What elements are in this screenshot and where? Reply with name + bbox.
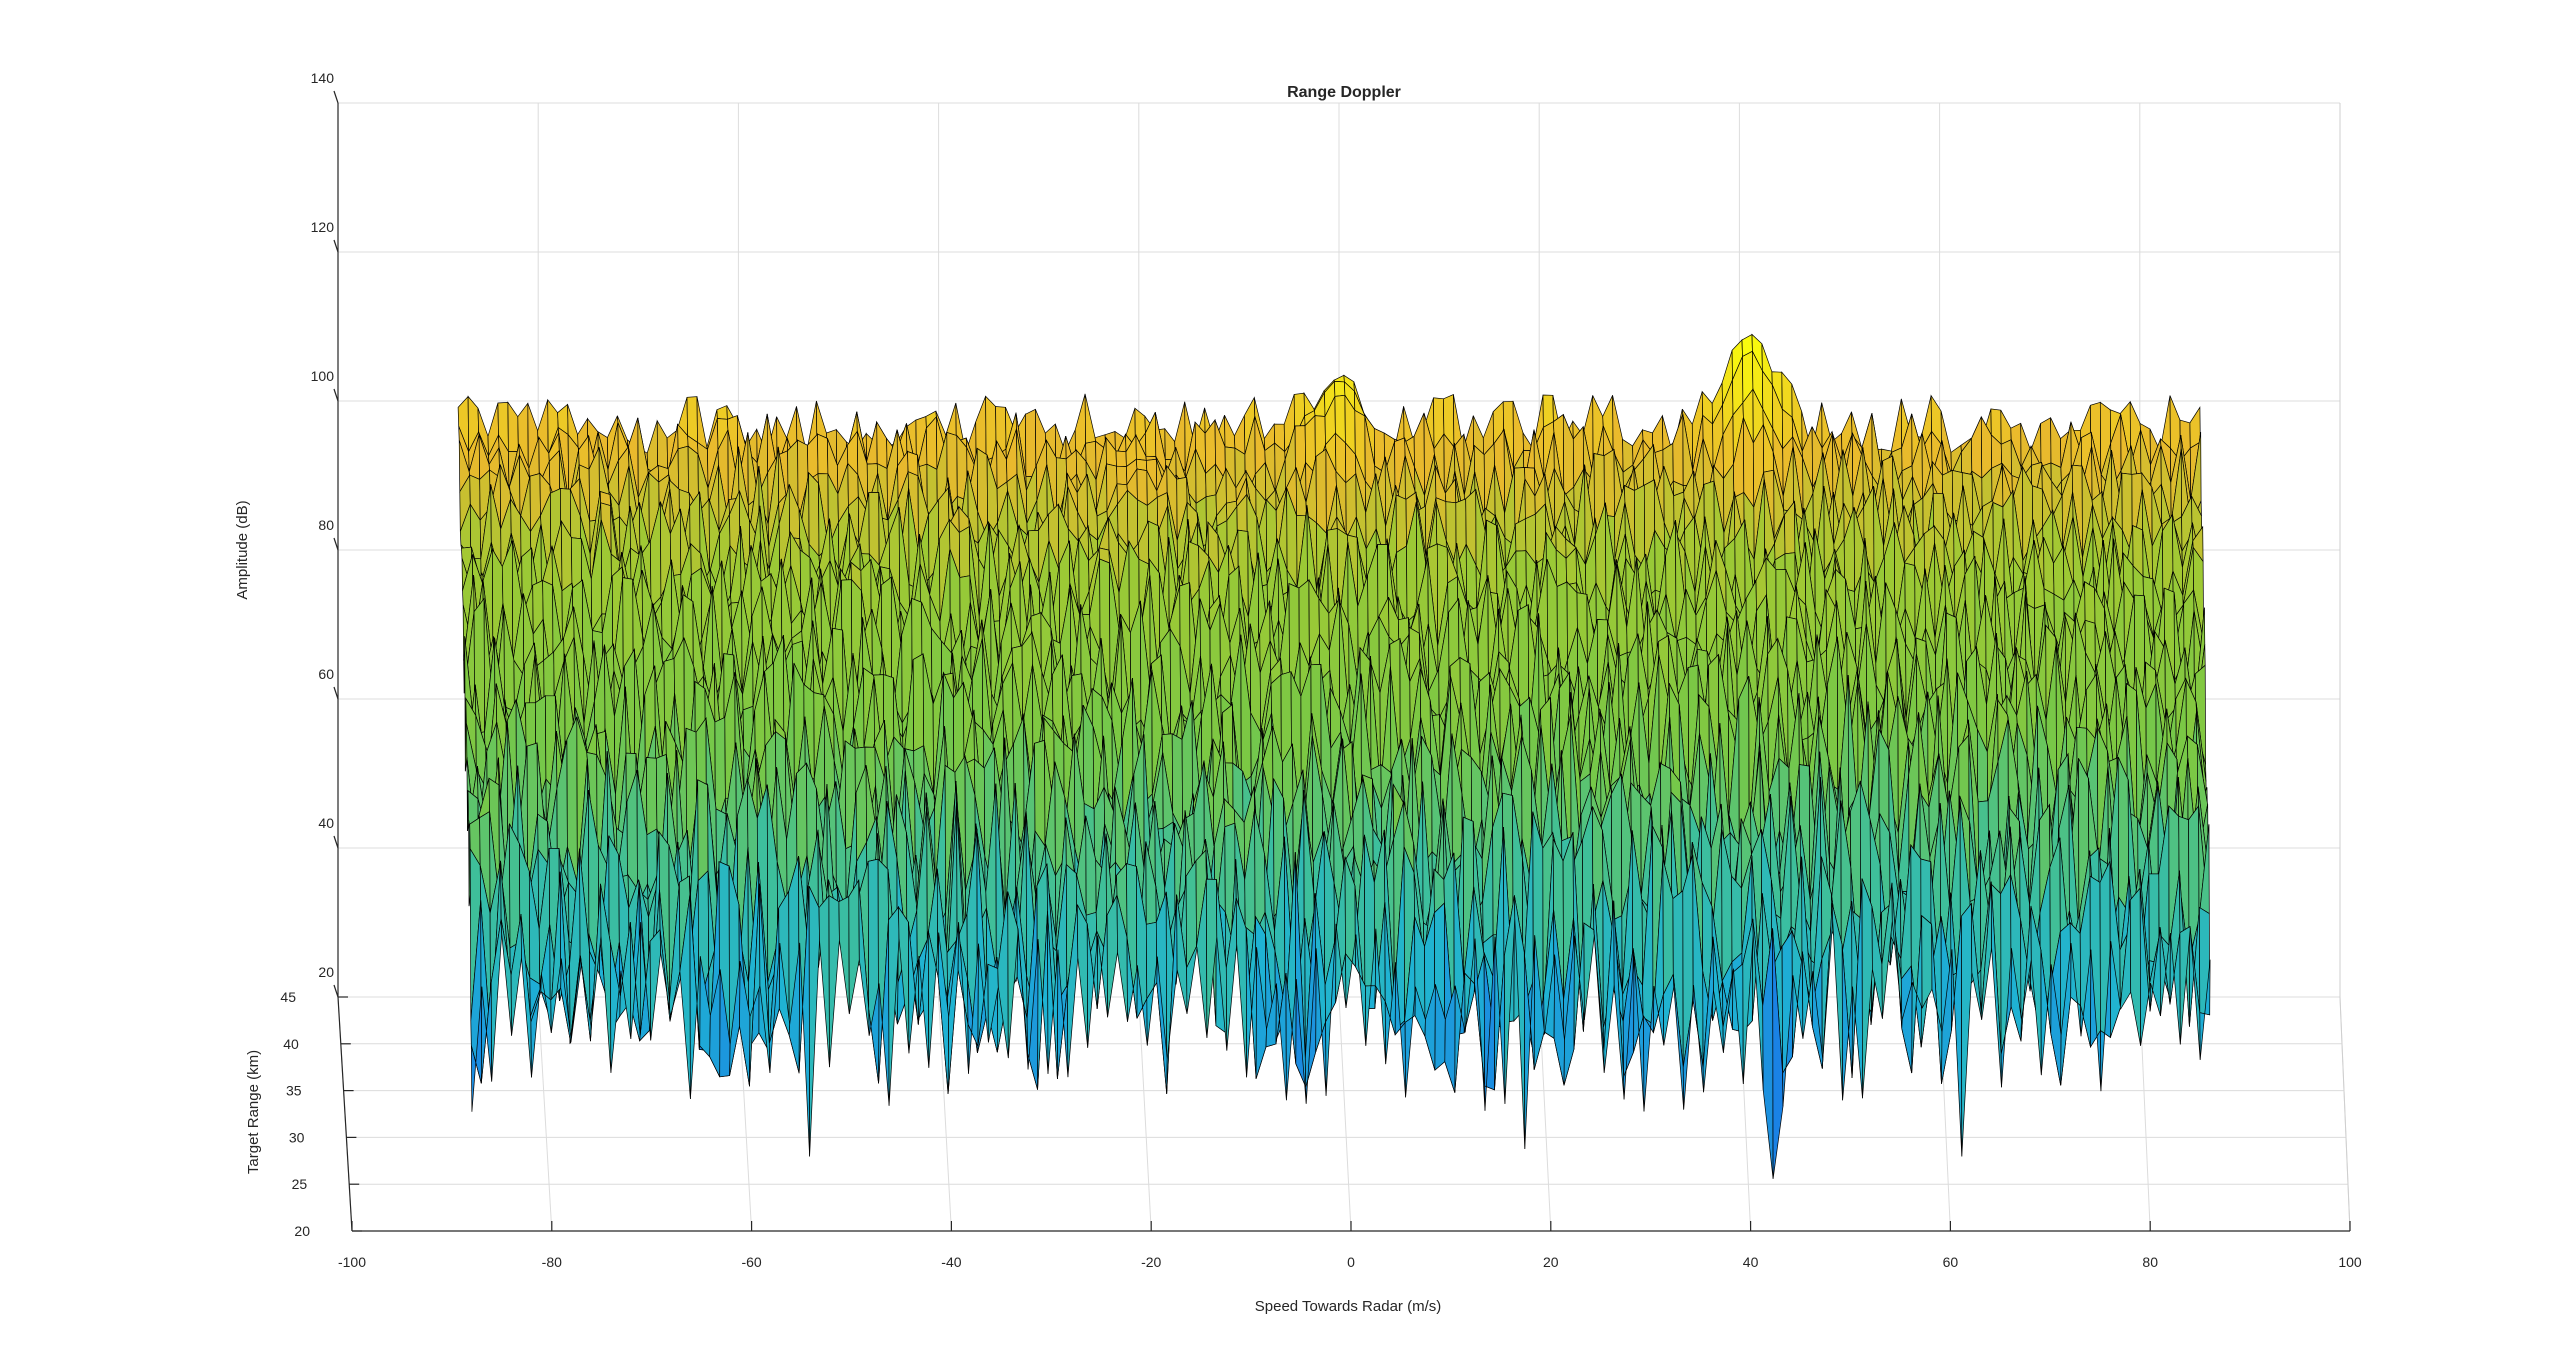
x-tick-label: -80: [542, 1254, 562, 1270]
y-tick-label: 35: [286, 1083, 302, 1099]
grid-line-x-floor: [737, 996, 753, 1232]
z-tick-label: 40: [318, 815, 334, 831]
z-tick-label: 20: [318, 964, 334, 980]
x-tick-label: 100: [2338, 1254, 2362, 1270]
x-tick-label: -20: [1141, 1254, 1161, 1270]
grid-line-x-floor: [938, 996, 952, 1232]
y-tick-label: 40: [283, 1036, 299, 1052]
surface-face: [817, 433, 829, 475]
grid-line-x-floor: [1138, 996, 1152, 1232]
z-axis-label: Amplitude (dB): [234, 500, 251, 599]
x-tick-label: -60: [741, 1254, 761, 1270]
x-tick-label: 80: [2142, 1254, 2158, 1270]
surface-face: [1025, 408, 1037, 478]
surface-face: [912, 653, 925, 752]
surface-face: [1334, 381, 1346, 397]
surface-face: [686, 396, 698, 444]
z-tick-label: 80: [318, 517, 334, 533]
surface-face: [1115, 450, 1127, 467]
y-tick-label: 45: [280, 989, 296, 1005]
surface-face: [1315, 448, 1327, 534]
y-axis-label: Target Range (km): [245, 1050, 262, 1174]
surface-face: [1395, 494, 1407, 554]
surface-face: [697, 779, 709, 882]
chart-title: Range Doppler: [1287, 84, 1401, 101]
z-tick-label: 120: [311, 219, 335, 235]
x-tick-label: 20: [1543, 1254, 1559, 1270]
z-tick-label: 100: [311, 368, 335, 384]
surface-face: [958, 525, 971, 578]
surface-face: [1731, 875, 1743, 963]
x-tick-label: -40: [941, 1254, 961, 1270]
grid-line-x-floor: [1338, 996, 1352, 1232]
surface-face: [646, 757, 658, 836]
x-tick-label: 0: [1347, 1254, 1355, 1270]
z-tick-label: 60: [318, 666, 334, 682]
surface-face: [1034, 739, 1046, 848]
grid-line-x-floor: [537, 996, 553, 1232]
grid-edge-floor-right: [2339, 996, 2351, 1232]
x-axis-label: Speed Towards Radar (m/s): [1255, 1298, 1441, 1315]
z-tick-label: 140: [311, 70, 335, 86]
surface-face: [808, 471, 820, 558]
x-tick-label: 60: [1943, 1254, 1959, 1270]
surface-face: [2084, 581, 2096, 624]
surface-plot: [457, 333, 2211, 1179]
surface-face: [1515, 518, 1527, 552]
surface-face: [2117, 756, 2129, 914]
surface-face: [1116, 465, 1128, 486]
surface-face: [1611, 773, 1623, 922]
y-tick-label: 25: [292, 1176, 308, 1192]
surface-face: [868, 492, 880, 567]
surface-face: [2040, 417, 2052, 467]
x-tick-label: -100: [338, 1254, 366, 1270]
y-tick-label: 20: [294, 1223, 310, 1239]
x-tick-label: 40: [1743, 1254, 1759, 1270]
y-tick-label: 30: [289, 1129, 305, 1145]
